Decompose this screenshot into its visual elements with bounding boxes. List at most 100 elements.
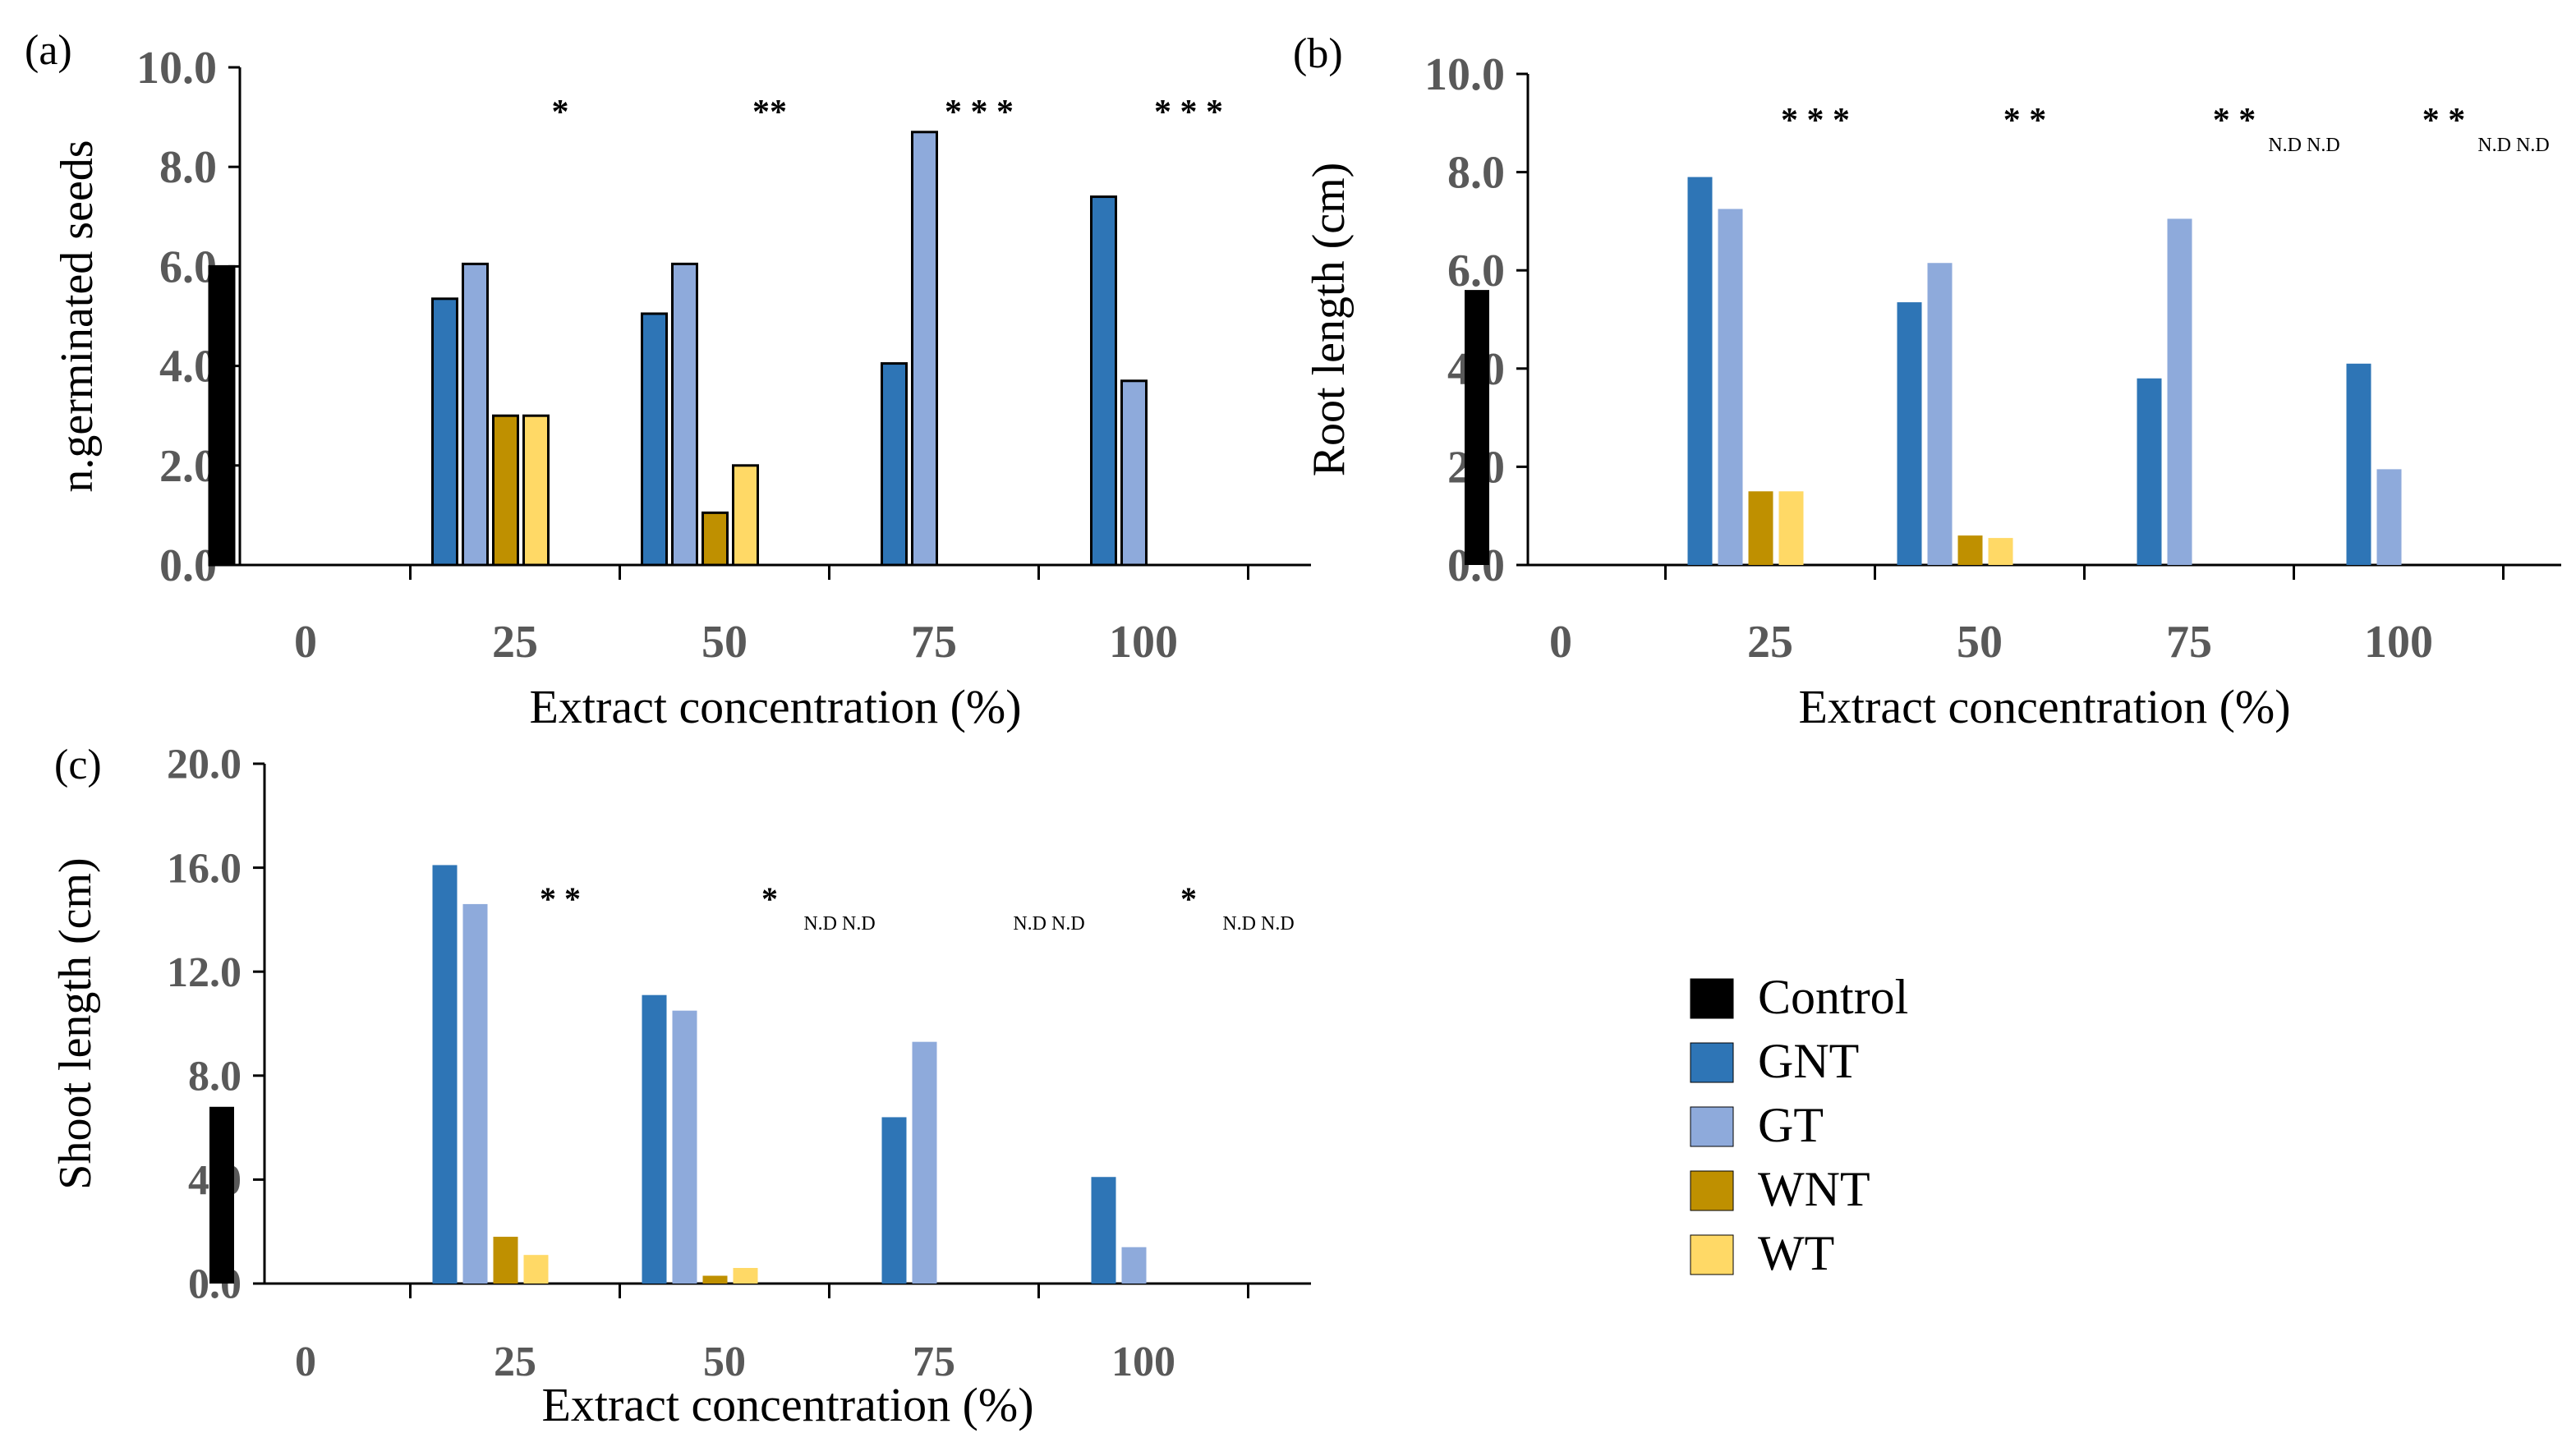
bar-wnt-25 xyxy=(493,1237,518,1284)
bar-gnt-50 xyxy=(641,312,668,567)
bar-gt-75 xyxy=(2167,218,2192,565)
bar-gt-75 xyxy=(911,131,938,567)
panel-label: (c) xyxy=(54,742,102,788)
legend-label-control: Control xyxy=(1758,970,1908,1024)
significance-stars: * * * xyxy=(1781,102,1850,140)
y-tick-label: 20.0 xyxy=(167,742,242,788)
bar-wnt-50 xyxy=(702,511,729,567)
bar-gnt-100 xyxy=(1090,195,1117,567)
x-tick-label: 50 xyxy=(702,617,748,668)
bar-gnt-25 xyxy=(1687,177,1713,565)
y-axis-title: Shoot length (cm) xyxy=(50,857,101,1189)
legend-label-gnt: GNT xyxy=(1758,1034,1859,1088)
bar-gt-100 xyxy=(1121,1247,1147,1284)
significance-stars: * xyxy=(552,94,569,131)
y-tick-label: 10.0 xyxy=(1424,49,1505,100)
significance-stars: * * xyxy=(2003,102,2047,140)
bar-gnt-100 xyxy=(2346,363,2371,565)
not-detected-label: N.D N.D xyxy=(803,913,875,935)
bar-wt-25 xyxy=(522,414,550,567)
y-tick-label: 0.0 xyxy=(159,540,217,591)
y-tick-label: 8.0 xyxy=(159,142,217,193)
panel-label: (a) xyxy=(25,27,72,74)
significance-stars: * xyxy=(1180,880,1197,917)
bar-wt-25 xyxy=(523,1255,549,1284)
bar-wt-50 xyxy=(733,1268,758,1284)
x-tick-label: 25 xyxy=(1747,617,1793,668)
bar-gnt-25 xyxy=(432,865,458,1284)
y-tick-label: 12.0 xyxy=(167,949,242,996)
x-tick-label: 75 xyxy=(913,1339,955,1385)
significance-stars: * * xyxy=(2213,102,2256,140)
y-tick-label: 4.0 xyxy=(159,342,217,393)
bar-gt-50 xyxy=(1927,263,1953,565)
x-tick-label: 100 xyxy=(1109,617,1178,668)
x-tick-label: 0 xyxy=(295,1339,316,1385)
y-tick-label: 6.0 xyxy=(159,241,217,292)
chart-legend: Control GNT GT WNT WT xyxy=(1690,970,1908,1280)
x-axis-title: Extract concentration (%) xyxy=(541,1378,1033,1431)
bar-gt-100 xyxy=(2376,469,2402,565)
bar-gnt-75 xyxy=(2137,378,2162,565)
y-tick-label: 16.0 xyxy=(167,845,242,892)
chart-panel-a: 0.02.04.06.08.010.00 25 50 75 100* ** * * * * *… xyxy=(25,27,1311,733)
bar-wt-25 xyxy=(1778,491,1804,565)
not-detected-label: N.D N.D xyxy=(2477,135,2549,156)
legend-label-wnt: WNT xyxy=(1758,1162,1870,1216)
x-tick-label: 50 xyxy=(703,1339,746,1385)
bar-wt-50 xyxy=(1988,538,2013,565)
y-tick-label: 6.0 xyxy=(1447,246,1505,296)
bar-wnt-25 xyxy=(1748,491,1773,565)
x-tick-label: 25 xyxy=(492,617,538,668)
legend-swatch-gt xyxy=(1690,1106,1734,1147)
not-detected-label: N.D N.D xyxy=(2268,135,2339,156)
y-tick-label: 2.0 xyxy=(159,441,217,492)
y-tick-label: 10.0 xyxy=(136,43,217,94)
legend-swatch-gnt xyxy=(1690,1042,1734,1083)
bar-gnt-100 xyxy=(1091,1177,1116,1284)
bar-gt-25 xyxy=(462,903,488,1284)
bar-gt-25 xyxy=(462,262,489,567)
legend-swatch-wt xyxy=(1690,1234,1734,1275)
significance-stars: * * * xyxy=(1154,94,1223,131)
legend-label-gt: GT xyxy=(1758,1098,1824,1152)
x-tick-label: 0 xyxy=(1549,617,1572,668)
x-axis-title: Extract concentration (%) xyxy=(1798,680,2290,733)
bar-gt-50 xyxy=(672,1010,697,1284)
bar-gt-25 xyxy=(1718,209,1743,565)
bar-wnt-50 xyxy=(702,1275,728,1284)
x-tick-label: 75 xyxy=(2166,617,2212,668)
y-tick-label: 8.0 xyxy=(1447,148,1505,199)
legend-swatch-wnt xyxy=(1690,1170,1734,1211)
significance-stars: * * * xyxy=(945,94,1014,131)
bar-gnt-75 xyxy=(881,362,908,567)
bar-wnt-25 xyxy=(492,414,519,567)
y-axis-title: Root length (cm) xyxy=(1304,163,1355,477)
significance-stars: * * xyxy=(540,880,581,917)
bar-control-0 xyxy=(1465,290,1489,565)
bar-gt-100 xyxy=(1120,379,1148,567)
not-detected-label: N.D N.D xyxy=(1222,913,1294,935)
bar-gnt-25 xyxy=(431,297,458,567)
x-tick-label: 75 xyxy=(911,617,957,668)
bar-gnt-75 xyxy=(881,1117,907,1284)
bar-control-0 xyxy=(209,1106,234,1284)
significance-stars: ** xyxy=(752,94,787,131)
legend-label-wt: WT xyxy=(1758,1226,1834,1280)
panel-label: (b) xyxy=(1293,30,1343,77)
bar-control-0 xyxy=(208,264,236,567)
bar-gnt-50 xyxy=(642,994,667,1284)
bar-gnt-50 xyxy=(1897,302,1922,565)
x-tick-label: 50 xyxy=(1957,617,2003,668)
x-tick-label: 100 xyxy=(2364,617,2433,668)
bar-wnt-50 xyxy=(1957,535,1983,565)
not-detected-label: N.D N.D xyxy=(1013,913,1084,935)
x-tick-label: 0 xyxy=(294,617,317,668)
y-axis-title: n.germinated seeds xyxy=(52,140,103,492)
x-tick-label: 25 xyxy=(494,1339,536,1385)
y-tick-label: 8.0 xyxy=(188,1053,242,1100)
bar-gt-75 xyxy=(912,1041,937,1284)
legend-swatch-control xyxy=(1690,978,1734,1019)
